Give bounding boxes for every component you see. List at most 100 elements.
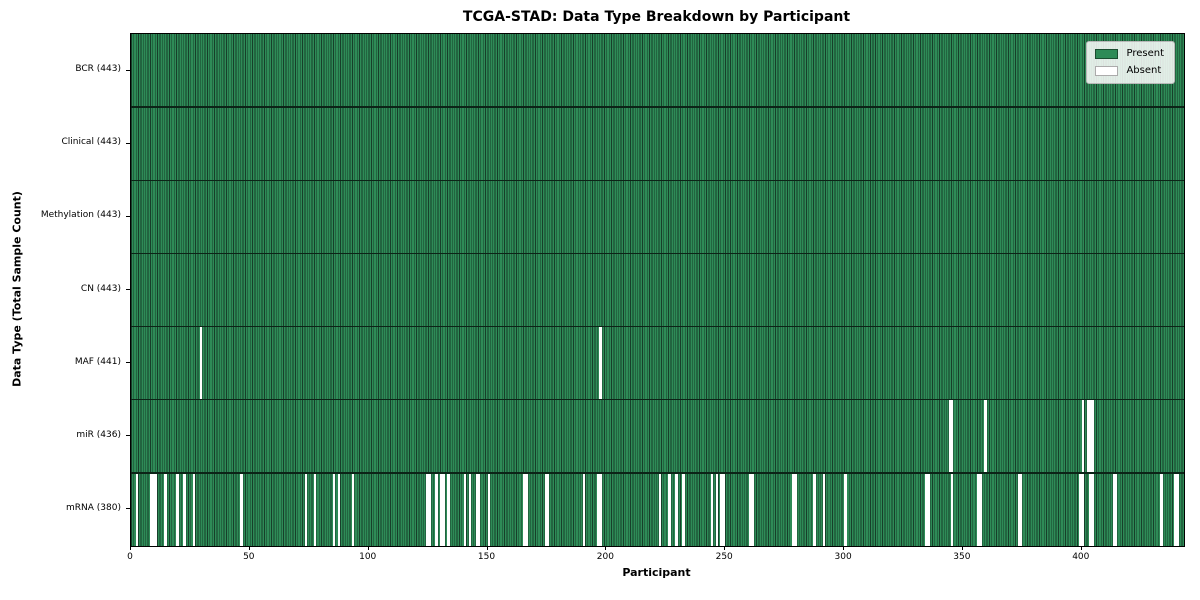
absent-stripe [442,472,445,546]
x-tick-label: 50 [243,552,255,562]
absent-stripe [447,472,450,546]
y-tick-mark [126,142,130,144]
y-tick-label: mRNA (380) [66,502,121,513]
absent-stripe [192,472,196,546]
absent-stripe [150,472,153,546]
absent-stripe [440,472,443,546]
x-tick-mark [605,546,607,550]
row-separator [131,252,1184,255]
x-axis-label: Participant [622,566,691,579]
absent-stripe [1091,472,1094,546]
x-tick-mark [486,546,488,550]
absent-stripe [658,472,662,546]
y-tick-label: miR (436) [76,429,121,440]
y-tick-label: BCR (443) [75,64,121,75]
legend-entry-absent: Absent [1095,65,1164,77]
x-tick-label: 0 [127,552,133,562]
x-tick-mark [248,546,250,550]
row-separator [131,179,1184,182]
legend-swatch-absent-icon [1095,66,1119,76]
x-tick-label: 400 [1072,552,1090,562]
absent-stripe [1091,399,1094,473]
absent-stripe [710,472,714,546]
absent-stripe [1088,399,1092,473]
chart-title: TCGA-STAD: Data Type Breakdown by Partic… [462,9,851,25]
legend: Present Absent [1086,41,1175,84]
x-tick-label: 250 [715,552,733,562]
absent-stripe [1017,472,1021,546]
absent-stripe [154,472,158,546]
absent-stripe [924,472,928,546]
absent-stripe [794,472,797,546]
absent-stripe [720,472,723,546]
absent-stripe [951,399,954,473]
x-tick-label: 350 [953,552,971,562]
x-tick-mark [961,546,963,550]
absent-stripe [333,472,336,546]
absent-stripe [813,472,816,546]
absent-stripe [546,472,550,546]
row-separator [131,398,1184,401]
absent-stripe [199,326,203,400]
x-tick-mark [367,546,369,550]
absent-stripe [428,472,431,546]
absent-stripe [979,472,982,546]
absent-stripe [948,399,952,473]
absent-stripe [337,472,341,546]
absent-stripe [751,472,754,546]
y-tick-label: Methylation (443) [40,210,121,221]
absent-stripe [844,472,847,546]
y-tick-mark [126,435,130,437]
absent-stripe [599,326,602,400]
absent-stripe [1019,472,1023,546]
absent-stripe [487,472,490,546]
absent-stripe [478,472,481,546]
absent-stripe [1088,472,1092,546]
absent-stripe [1081,472,1085,546]
absent-stripe [715,472,719,546]
y-tick-mark [126,508,130,510]
absent-stripe [1081,399,1085,473]
absent-stripe [463,472,467,546]
absent-stripe [822,472,826,546]
absent-stripe [977,472,980,546]
y-tick-label: Clinical (443) [61,137,121,148]
x-tick-mark [130,546,131,550]
legend-swatch-present-icon [1095,49,1119,59]
absent-stripe [1112,472,1116,546]
absent-stripe [582,472,586,546]
absent-stripe [668,472,671,546]
absent-stripe [675,472,678,546]
absent-stripe [791,472,795,546]
x-tick-mark [843,546,845,550]
legend-entry-present: Present [1095,48,1164,60]
absent-stripe [164,472,167,546]
legend-label-present: Present [1126,48,1164,59]
absent-stripe [1176,472,1180,546]
absent-stripe [984,399,987,473]
absent-stripe [1160,472,1163,546]
absent-stripe [749,472,752,546]
absent-stripe [314,472,317,546]
row-separator [131,106,1184,108]
absent-stripe [1174,472,1177,546]
plot-area: Present Absent [130,33,1185,547]
absent-stripe [927,472,930,546]
absent-stripe [240,472,243,546]
y-tick-mark [126,289,130,290]
absent-stripe [1079,472,1082,546]
absent-stripe [722,472,726,546]
y-tick-mark [126,69,130,71]
row-separator [131,325,1184,328]
absent-stripe [544,472,547,546]
x-tick-label: 150 [477,552,496,562]
y-tick-label: CN (443) [80,283,121,294]
absent-stripe [304,472,307,546]
absent-stripe [525,472,528,546]
absent-stripe [135,472,139,546]
absent-stripe [468,472,471,546]
x-tick-mark [724,546,726,550]
absent-stripe [435,472,438,546]
absent-stripe [352,472,355,546]
